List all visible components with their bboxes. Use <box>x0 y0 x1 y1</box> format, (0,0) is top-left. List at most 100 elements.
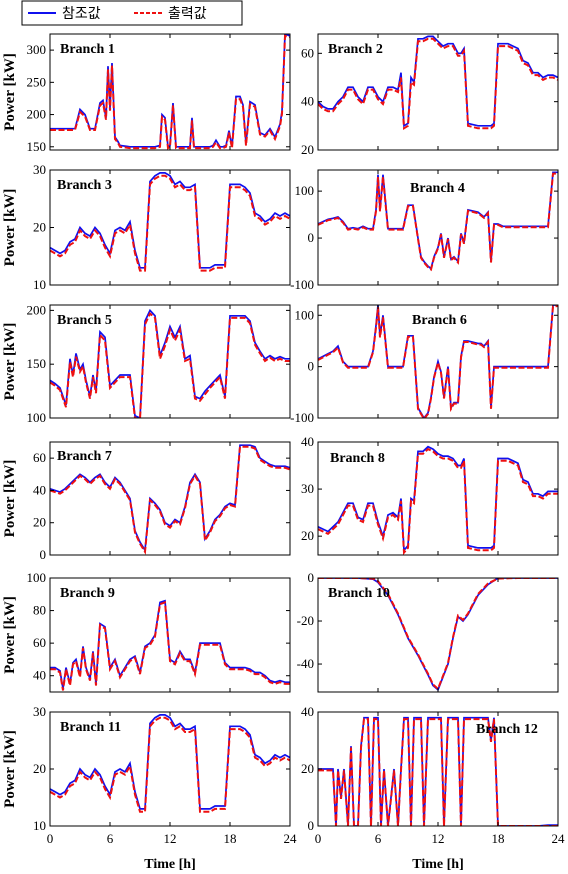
subplot-title: Branch 5 <box>57 313 112 328</box>
subplot-6: -100 0 100 Branch 6 <box>290 304 559 425</box>
reference-series-line <box>50 444 290 553</box>
y-tick-label: 60 <box>301 45 314 60</box>
legend-reference-label: 참조값 <box>62 5 101 21</box>
subplot-5: 100 150 200 Branch 5 Power [kW] <box>2 302 291 425</box>
y-tick-label: 60 <box>33 635 46 650</box>
legend-output-label: 출력값 <box>168 5 207 21</box>
subplot-3: 10 20 30 Branch 3 Power [kW] <box>2 162 291 292</box>
y-tick-label: 40 <box>33 668 46 683</box>
y-axis-label: Power [kW] <box>2 189 18 267</box>
y-tick-label: 150 <box>27 356 47 371</box>
subplot-title: Branch 3 <box>57 178 112 193</box>
reference-series-line <box>318 305 558 418</box>
y-tick-label: 200 <box>27 107 47 122</box>
y-tick-label: 100 <box>295 183 315 198</box>
y-tick-label: 10 <box>33 818 46 833</box>
y-tick-label: 150 <box>27 139 47 154</box>
y-tick-label: 0 <box>308 570 315 585</box>
y-tick-label: 250 <box>27 74 47 89</box>
y-axis-label: Power [kW] <box>2 730 18 808</box>
subplot-11: 10 20 30 0 6 12 18 24 Branch 11 Power [kW] Time [h… <box>2 704 297 872</box>
x-tick-label: 18 <box>224 831 237 846</box>
output-series-line <box>318 305 558 418</box>
y-tick-label: 0 <box>308 818 315 833</box>
y-tick-label: 0 <box>308 230 315 245</box>
subplot-title: Branch 8 <box>330 451 385 466</box>
y-tick-label: -100 <box>290 410 314 425</box>
subplot-9: 40 60 80 100 Branch 9 Power [kW] <box>2 570 291 693</box>
y-tick-label: 0 <box>308 359 315 374</box>
y-tick-label: 100 <box>295 307 315 322</box>
x-tick-label: 24 <box>552 831 566 846</box>
output-series-line <box>50 601 290 691</box>
y-axis-label: Power [kW] <box>2 53 18 131</box>
reference-series-line <box>318 445 558 553</box>
output-series-line <box>318 37 558 131</box>
x-tick-label: 0 <box>315 831 322 846</box>
y-tick-label: 20 <box>33 761 46 776</box>
y-tick-label: -20 <box>297 613 314 628</box>
output-series-line <box>50 34 290 150</box>
x-tick-label: 18 <box>492 831 505 846</box>
y-axis-label: Power [kW] <box>2 460 18 538</box>
y-tick-label: 60 <box>33 450 46 465</box>
x-axis-label: Time [h] <box>412 857 463 872</box>
legend-box <box>21 0 243 26</box>
y-tick-label: 40 <box>301 704 314 719</box>
y-tick-label: 20 <box>301 142 314 157</box>
subplot-title: Branch 2 <box>328 42 383 57</box>
y-tick-label: 20 <box>33 515 46 530</box>
y-tick-label: 40 <box>301 434 314 449</box>
subplot-title: Branch 11 <box>60 720 121 735</box>
x-tick-label: 12 <box>164 831 177 846</box>
y-tick-label: 100 <box>27 410 47 425</box>
y-axis-label: Power [kW] <box>2 323 18 401</box>
output-series-line <box>318 718 558 826</box>
subplot-12: 0 20 40 0 6 12 18 24 Branch 12 Time [h] <box>301 704 565 872</box>
y-axis-label: Power [kW] <box>2 596 18 674</box>
y-tick-label: 30 <box>33 162 46 177</box>
subplot-title: Branch 10 <box>328 586 390 601</box>
legend: 참조값 출력값 <box>21 0 243 26</box>
output-series-line <box>318 447 558 555</box>
y-tick-label: 100 <box>27 570 47 585</box>
y-tick-label: 200 <box>27 302 47 317</box>
y-tick-label: 0 <box>40 547 47 562</box>
y-tick-label: 40 <box>33 482 46 497</box>
reference-series-line <box>50 599 290 689</box>
x-tick-label: 6 <box>375 831 382 846</box>
output-series-line <box>318 172 558 272</box>
subplot-title: Branch 4 <box>410 181 465 196</box>
output-series-line <box>50 445 290 555</box>
subplot-7: 0 20 40 60 Branch 7 Power [kW] <box>2 441 291 562</box>
reference-series-line <box>50 714 290 810</box>
y-tick-label: 20 <box>301 761 314 776</box>
subplot-title: Branch 1 <box>60 42 115 57</box>
output-series-line <box>50 311 290 418</box>
x-tick-label: 24 <box>284 831 298 846</box>
y-tick-label: -100 <box>290 277 314 292</box>
y-tick-label: 20 <box>301 528 314 543</box>
x-axis-label: Time [h] <box>144 857 195 872</box>
subplot-8: 20 30 40 Branch 8 <box>301 434 559 556</box>
y-tick-label: 10 <box>33 277 46 292</box>
y-tick-label: -40 <box>297 656 314 671</box>
y-tick-label: 40 <box>301 94 314 109</box>
y-tick-label: 20 <box>33 220 46 235</box>
output-series-line <box>318 578 558 691</box>
x-tick-label: 12 <box>432 831 445 846</box>
output-series-line <box>50 174 290 272</box>
reference-series-line <box>50 172 290 269</box>
reference-series-line <box>318 35 558 128</box>
y-tick-label: 300 <box>27 42 47 57</box>
subplot-title: Branch 9 <box>60 586 115 601</box>
subplot-title: Branch 7 <box>57 449 112 464</box>
subplot-10: -40 -20 0 Branch 10 <box>297 570 559 693</box>
subplot-title: Branch 12 <box>476 722 538 737</box>
x-tick-label: 6 <box>107 831 114 846</box>
y-tick-label: 80 <box>33 603 46 618</box>
y-tick-label: 30 <box>33 704 46 719</box>
subplot-title: Branch 6 <box>412 313 467 328</box>
